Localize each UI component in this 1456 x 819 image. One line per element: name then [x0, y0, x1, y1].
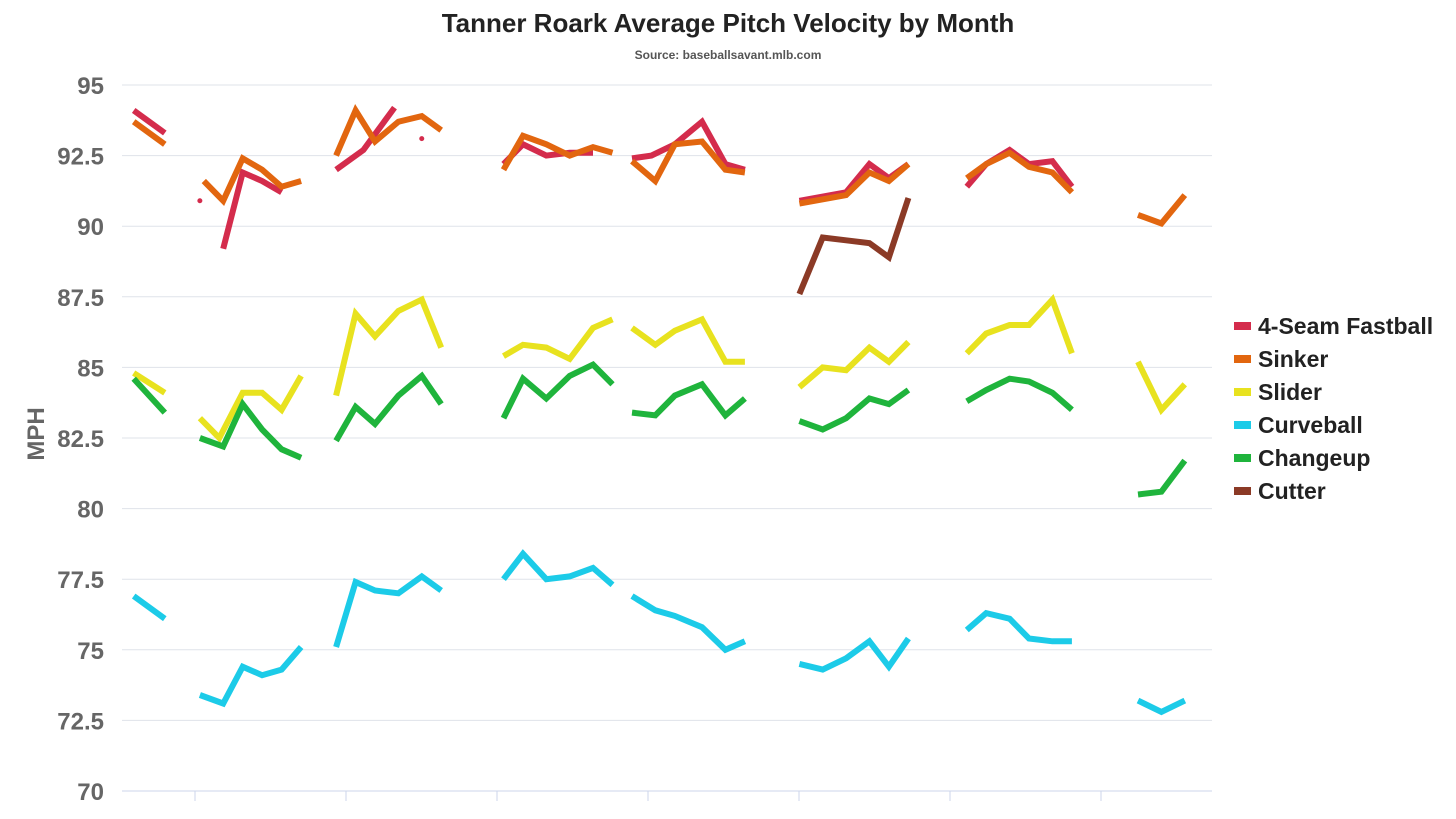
sinker-line — [131, 119, 167, 147]
slider-line — [964, 293, 1075, 356]
legend-swatch-slider — [1234, 388, 1251, 396]
legend-swatch-curveball — [1234, 421, 1251, 429]
curveball-line — [1136, 697, 1187, 716]
curveball-line — [630, 593, 747, 654]
legend: 4-Seam Fastball Sinker Slider Curveball Chan… — [1234, 313, 1433, 504]
slider-line — [197, 374, 304, 444]
changeup-line — [631, 380, 747, 420]
y-tick-label: 77.5 — [57, 567, 104, 594]
y-tick-label: 75 — [77, 638, 104, 665]
slider-line — [797, 339, 911, 390]
y-tick-label: 95 — [77, 73, 104, 100]
legend-label-sinker[interactable]: Sinker — [1258, 346, 1328, 372]
y-tick-label: 72.5 — [57, 708, 104, 735]
sinker-line — [333, 103, 443, 157]
changeup-line — [965, 375, 1074, 413]
changeup-line — [131, 376, 168, 415]
slider-line — [1135, 360, 1188, 416]
4-seam-fastball-point — [419, 136, 425, 142]
sinker-line — [201, 154, 302, 207]
y-tick-label: 80 — [77, 497, 104, 524]
y-tick-label: 92.5 — [57, 144, 104, 171]
y-tick-label: 82.5 — [57, 426, 104, 453]
chart-title: Tanner Roark Average Pitch Velocity by M… — [441, 8, 1015, 38]
slider-line — [132, 370, 167, 396]
series-lines — [131, 103, 1188, 716]
legend-swatch-cutter — [1234, 487, 1251, 495]
4-seam-fastball-line — [220, 168, 284, 250]
legend-label-changeup[interactable]: Changeup — [1258, 445, 1370, 471]
curveball-line — [198, 645, 304, 708]
changeup-line — [1137, 458, 1188, 498]
legend-label-curveball[interactable]: Curveball — [1258, 412, 1363, 438]
x-axis — [122, 790, 1212, 801]
legend-label-slider[interactable]: Slider — [1258, 379, 1322, 405]
sinker-line — [965, 149, 1075, 195]
y-axis-label: MPH — [23, 407, 50, 460]
slider-line — [501, 316, 614, 363]
y-tick-label: 85 — [77, 355, 104, 382]
y-tick-label: 70 — [77, 779, 104, 806]
4-seam-fastball-line — [631, 117, 746, 173]
legend-swatch-changeup — [1234, 454, 1251, 462]
changeup-line — [198, 398, 303, 461]
sinker-line — [1136, 193, 1188, 227]
curveball-line — [131, 593, 167, 622]
curveball-line — [501, 549, 615, 588]
cutter-line — [796, 197, 912, 296]
sinker-line — [630, 138, 746, 186]
slider-line — [333, 295, 444, 397]
4-seam-fastball-line — [334, 105, 397, 173]
legend-label-cutter[interactable]: Cutter — [1258, 478, 1326, 504]
gridlines — [122, 84, 1212, 721]
changeup-line — [333, 371, 444, 443]
curveball-line — [798, 636, 911, 673]
curveball-line — [333, 572, 443, 648]
y-axis-ticks: 95 92.5 90 87.5 85 82.5 80 77.5 75 72.5 70 — [57, 73, 104, 806]
changeup-line — [798, 387, 911, 433]
4-seam-fastball-line — [798, 160, 911, 204]
legend-label-4-seam-fastball[interactable]: 4-Seam Fastball — [1258, 313, 1433, 339]
sinker-line — [500, 132, 614, 172]
4-seam-fastball-line — [131, 107, 167, 136]
4-seam-fastball-point — [197, 198, 203, 204]
curveball-line — [964, 609, 1072, 645]
legend-swatch-4-seam-fastball — [1234, 322, 1251, 330]
y-tick-label: 90 — [77, 214, 104, 241]
y-tick-label: 87.5 — [57, 285, 104, 312]
chart-subtitle: Source: baseballsavant.mlb.com — [634, 48, 822, 62]
slider-line — [630, 315, 745, 365]
legend-swatch-sinker — [1234, 355, 1251, 363]
changeup-line — [500, 360, 615, 420]
sinker-line — [798, 161, 911, 207]
